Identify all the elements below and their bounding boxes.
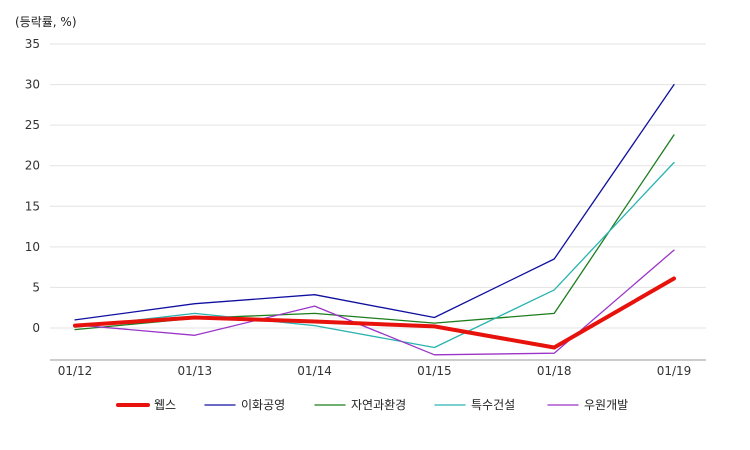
- series-line: [73, 276, 676, 350]
- y-tick-label: 35: [25, 37, 40, 51]
- y-tick-label: 0: [32, 321, 40, 335]
- x-tick-label: 01/18: [537, 364, 572, 378]
- y-tick-label: 30: [25, 78, 40, 92]
- y-tick-label: 15: [25, 199, 40, 213]
- y-tick-label: 10: [25, 240, 40, 254]
- y-axis-label: (등락률, %): [15, 15, 77, 29]
- series-line: [74, 161, 675, 349]
- legend-label: 우원개발: [584, 398, 628, 412]
- x-tick-label: 01/15: [417, 364, 452, 378]
- y-tick-label: 5: [32, 280, 40, 294]
- x-tick-label: 01/14: [297, 364, 332, 378]
- x-tick-label: 01/13: [178, 364, 213, 378]
- y-tick-label: 20: [25, 159, 40, 173]
- series-line: [74, 83, 675, 321]
- y-tick-label: 25: [25, 118, 40, 132]
- legend-label: 이화공영: [241, 398, 285, 412]
- x-tick-label: 01/12: [58, 364, 93, 378]
- series-line: [74, 134, 675, 331]
- series-line: [74, 249, 675, 356]
- x-tick-label: 01/19: [657, 364, 692, 378]
- legend-label: 웹스: [154, 398, 176, 412]
- legend-label: 특수건설: [471, 398, 515, 412]
- legend-label: 자연과환경: [351, 398, 406, 412]
